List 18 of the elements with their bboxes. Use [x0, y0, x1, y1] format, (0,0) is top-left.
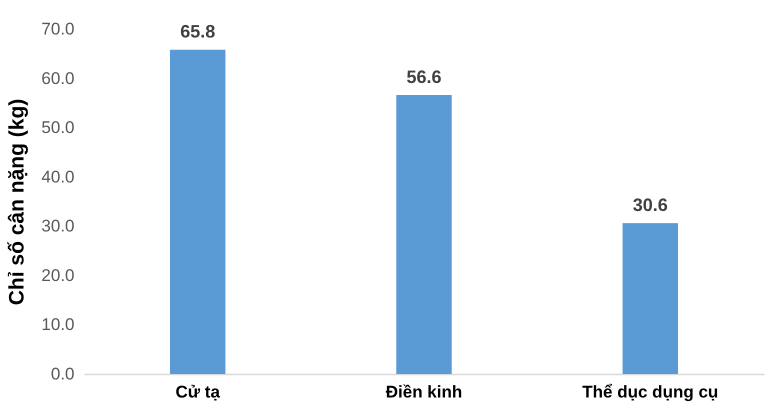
bar	[170, 50, 226, 374]
data-label: 56.6	[406, 67, 442, 88]
x-tick-label: Thể dục dụng cụ	[582, 382, 718, 402]
y-tick-label: 40.0	[41, 167, 74, 186]
data-label: 65.8	[180, 22, 216, 42]
y-tick-label: 60.0	[41, 68, 74, 88]
y-tick-label: 70.0	[41, 20, 74, 38]
x-tick-label: Điền kinh	[386, 382, 462, 402]
bar	[396, 95, 452, 374]
y-tick-label: 10.0	[41, 315, 74, 334]
y-tick-label: 50.0	[41, 118, 74, 138]
y-tick-label: 20.0	[41, 266, 74, 285]
bar	[622, 223, 678, 374]
y-tick-label: 30.0	[41, 216, 74, 236]
y-axis-title: Chỉ số cân nặng (kg)	[5, 98, 28, 306]
data-label: 30.6	[632, 195, 668, 216]
x-tick-label: Cử tạ	[175, 382, 220, 402]
y-tick-label: 0.0	[50, 364, 74, 384]
